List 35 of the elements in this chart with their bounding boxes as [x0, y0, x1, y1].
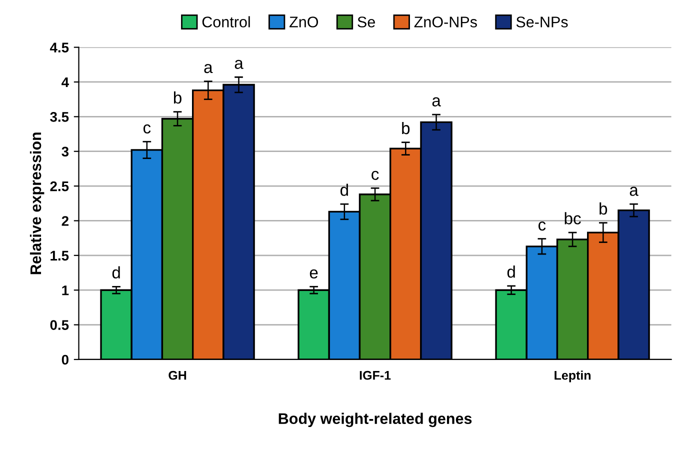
data-label: d: [112, 266, 120, 278]
x-axis-title: Body weight-related genes: [278, 412, 472, 428]
y-tick-label: 1: [62, 286, 69, 296]
legend-label: ZnO: [290, 16, 318, 28]
y-tick-label: 0: [62, 354, 68, 365]
y-tick-label: 1.5: [50, 250, 69, 261]
data-label: b: [402, 122, 410, 134]
legend-label: ZnO-NPs: [414, 16, 477, 28]
x-tick-label: Leptin: [554, 370, 591, 382]
data-label: c: [143, 124, 151, 134]
y-axis-title: Relative expression: [30, 132, 44, 274]
x-tick-label: GH: [168, 370, 186, 380]
data-label: e: [310, 269, 318, 278]
y-tick-label: 3: [62, 146, 69, 157]
y-tick-label: 2: [62, 216, 68, 226]
y-tick-label: 3.5: [50, 112, 69, 122]
data-label: a: [234, 60, 244, 69]
legend-label: Control: [202, 16, 250, 28]
y-tick-label: 0.5: [50, 320, 69, 330]
data-label: c: [538, 221, 546, 231]
data-label: c: [372, 170, 379, 180]
data-label: bc: [564, 212, 581, 224]
x-tick-label: IGF-1: [360, 370, 391, 380]
data-label: a: [432, 97, 441, 106]
y-tick-label: 2.5: [50, 181, 69, 192]
y-tick-label: 4.5: [50, 42, 69, 52]
legend-label: Se: [358, 16, 375, 28]
y-tick-label: 4: [62, 77, 69, 88]
data-label: d: [340, 184, 348, 196]
data-label: a: [630, 186, 638, 196]
data-label: b: [174, 91, 182, 104]
data-label: d: [507, 266, 515, 278]
data-label: b: [600, 202, 608, 215]
data-label: a: [204, 64, 213, 74]
legend-label: Se-NPs: [516, 16, 568, 28]
